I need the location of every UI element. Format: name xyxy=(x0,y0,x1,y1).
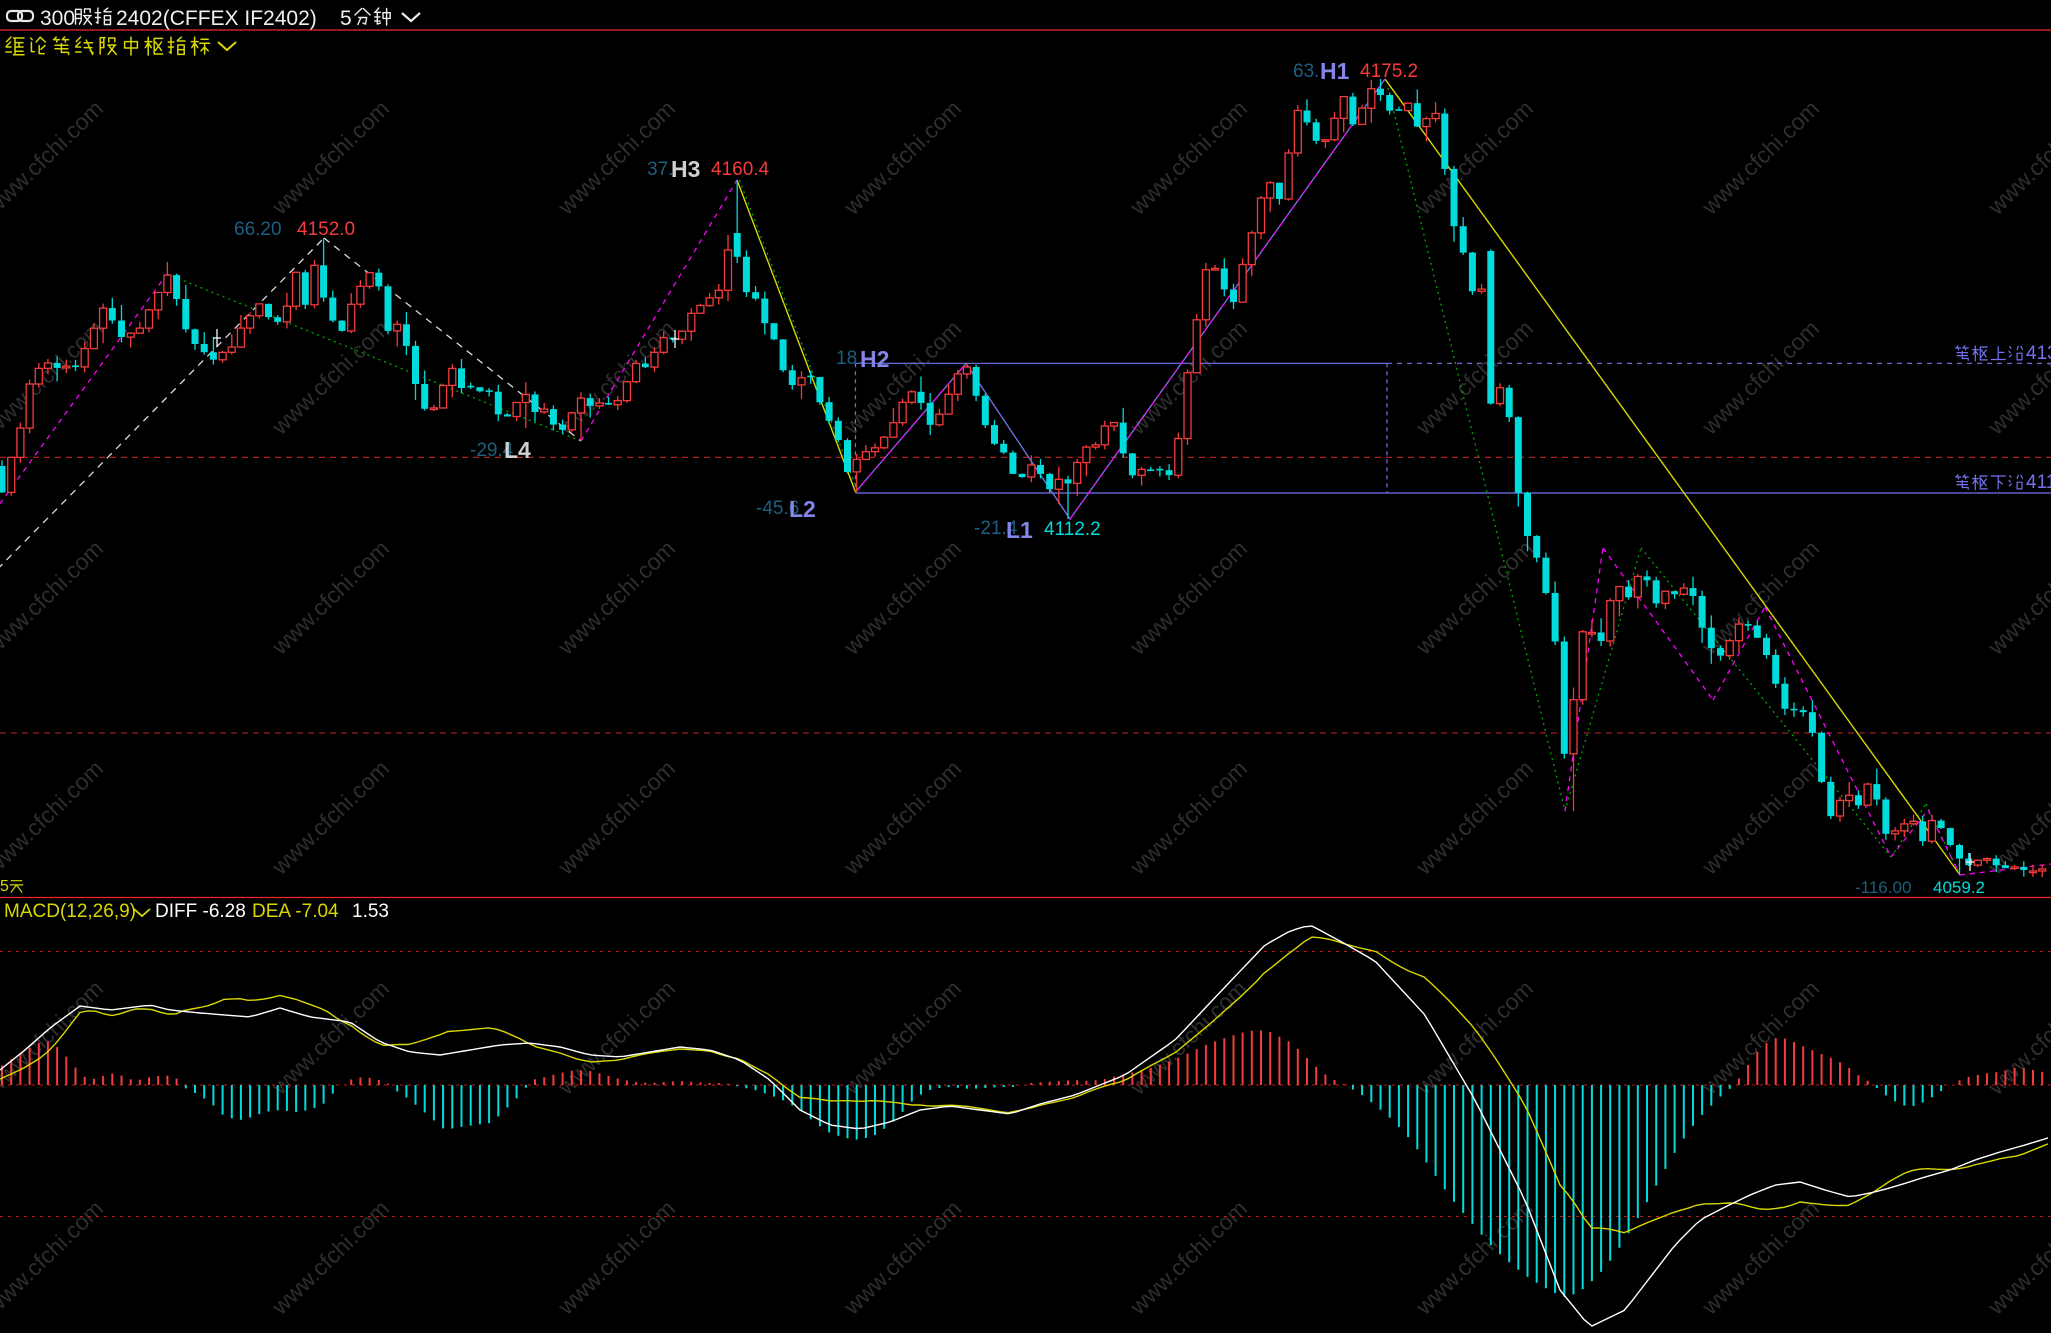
svg-text:-29.4: -29.4 xyxy=(470,440,514,461)
svg-text:H1: H1 xyxy=(1320,58,1350,84)
svg-text:5: 5 xyxy=(0,878,9,895)
svg-text:18.: 18. xyxy=(836,348,862,369)
svg-text:DEA -7.04: DEA -7.04 xyxy=(252,901,339,922)
svg-text:H3: H3 xyxy=(671,156,700,182)
svg-text:4160.4: 4160.4 xyxy=(711,159,770,180)
svg-text:-45.6: -45.6 xyxy=(756,498,799,519)
svg-text:-21.4: -21.4 xyxy=(974,518,1018,539)
svg-text:63.: 63. xyxy=(1293,61,1319,82)
svg-text:4175.2: 4175.2 xyxy=(1360,61,1418,82)
svg-text:H2: H2 xyxy=(860,346,889,372)
svg-text:DIFF -6.28: DIFF -6.28 xyxy=(155,901,246,922)
svg-text:2402(CFFEX IF2402): 2402(CFFEX IF2402) xyxy=(116,7,317,30)
svg-text:-116.00: -116.00 xyxy=(1855,878,1911,897)
svg-text:4134.5: 4134.5 xyxy=(2026,343,2051,364)
svg-text:4116.0: 4116.0 xyxy=(2026,472,2051,493)
svg-text:L1: L1 xyxy=(1006,517,1033,543)
svg-text:4112.2: 4112.2 xyxy=(1044,519,1101,540)
svg-text:4059.2: 4059.2 xyxy=(1933,878,1985,897)
svg-text:MACD(12,26,9): MACD(12,26,9) xyxy=(4,901,136,922)
svg-text:37.: 37. xyxy=(647,159,673,180)
svg-text:5: 5 xyxy=(340,7,352,30)
svg-text:L4: L4 xyxy=(504,437,531,463)
svg-text:66.20: 66.20 xyxy=(234,219,282,240)
svg-text:1.53: 1.53 xyxy=(352,901,389,922)
svg-text:300: 300 xyxy=(40,7,75,30)
svg-text:4152.0: 4152.0 xyxy=(297,219,355,240)
svg-text:L2: L2 xyxy=(789,496,816,522)
